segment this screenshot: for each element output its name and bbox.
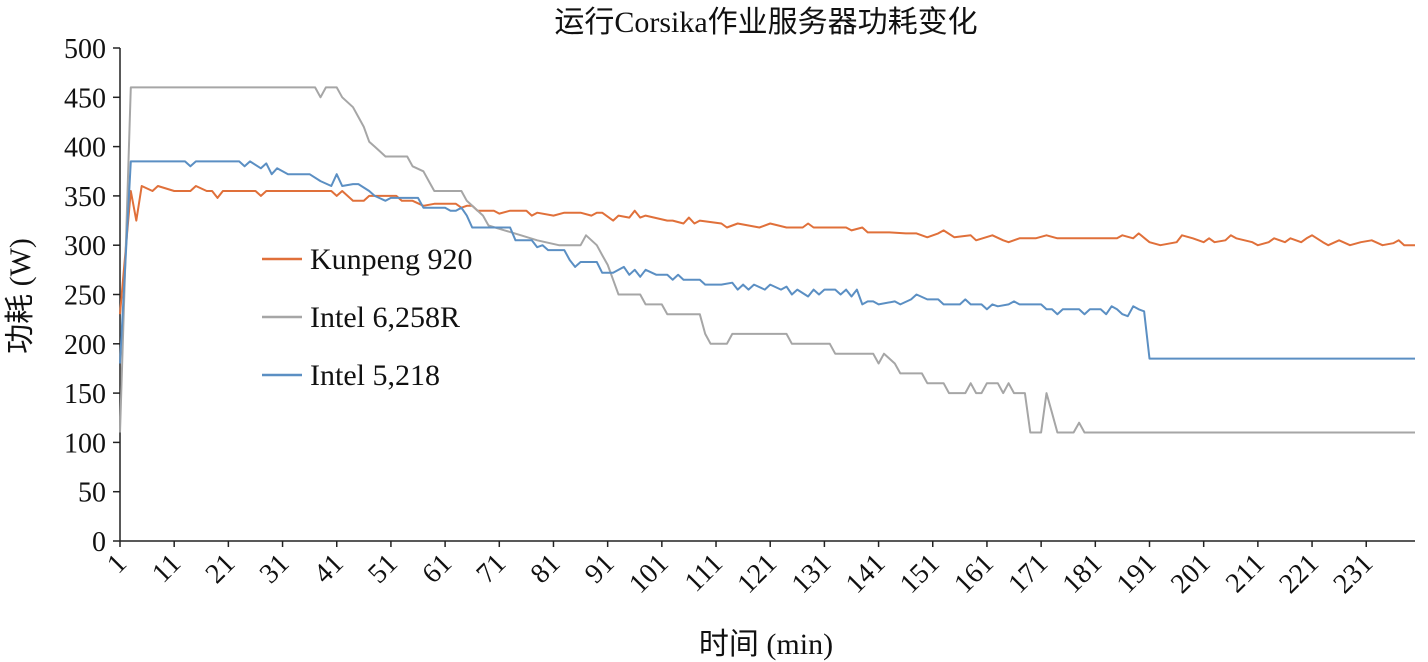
x-tick-label: 101 [623, 548, 675, 600]
y-tick-label: 300 [64, 231, 106, 262]
x-tick-label: 31 [254, 548, 296, 590]
x-tick-label: 211 [1220, 548, 1271, 599]
series-line-3 [119, 160, 1415, 364]
legend: Kunpeng 920 Intel 6,258R Intel 5,218 [262, 243, 472, 392]
x-tick-label: 71 [471, 548, 513, 590]
y-tick-label: 500 [64, 34, 106, 65]
chart-title: 运行Corsika作业服务器功耗变化 [554, 6, 977, 39]
x-tick-label: 231 [1328, 548, 1380, 600]
x-tick-label: 121 [732, 548, 784, 600]
y-axis-label: 功耗 (W) [4, 238, 37, 354]
y-tick-label: 200 [64, 330, 106, 361]
axes [119, 48, 1415, 542]
legend-label-3: Intel 5,218 [310, 359, 440, 392]
y-tick-label: 400 [64, 133, 106, 164]
y-tick-label: 0 [92, 527, 106, 558]
y-axis-ticks: 0 50 100 150 200 250 300 350 400 450 500 [64, 34, 120, 558]
x-tick-label: 161 [948, 548, 1000, 600]
legend-label-1: Kunpeng 920 [310, 243, 472, 276]
x-tick-label: 1 [101, 548, 133, 580]
y-tick-label: 100 [64, 428, 106, 459]
x-tick-label: 11 [146, 548, 187, 589]
x-tick-label: 181 [1057, 548, 1109, 600]
x-tick-label: 61 [416, 548, 458, 590]
series-lines [119, 86, 1415, 434]
x-tick-label: 21 [200, 548, 242, 590]
legend-label-2: Intel 6,258R [310, 301, 460, 334]
series-line-2 [119, 86, 1415, 434]
x-tick-label: 221 [1273, 548, 1325, 600]
series-line-1 [119, 185, 1415, 315]
x-tick-label: 151 [894, 548, 946, 600]
x-axis-ticks: 1 11 21 31 41 51 61 71 81 91 101 111 121 131 141 151 161… [101, 541, 1379, 600]
x-tick-label: 81 [525, 548, 567, 590]
y-tick-label: 150 [64, 379, 106, 410]
x-tick-label: 41 [308, 548, 350, 590]
x-axis-label: 时间 (min) [699, 628, 833, 661]
x-tick-label: 91 [579, 548, 621, 590]
y-tick-label: 350 [64, 182, 106, 213]
y-tick-label: 50 [78, 478, 106, 509]
x-tick-label: 141 [840, 548, 892, 600]
x-tick-label: 201 [1165, 548, 1217, 600]
x-tick-label: 51 [362, 548, 404, 590]
y-tick-label: 450 [64, 83, 106, 114]
x-tick-label: 191 [1111, 548, 1163, 600]
x-tick-label: 111 [679, 548, 729, 598]
y-tick-label: 250 [64, 281, 106, 312]
x-tick-label: 171 [1002, 548, 1054, 600]
x-tick-label: 131 [786, 548, 838, 600]
